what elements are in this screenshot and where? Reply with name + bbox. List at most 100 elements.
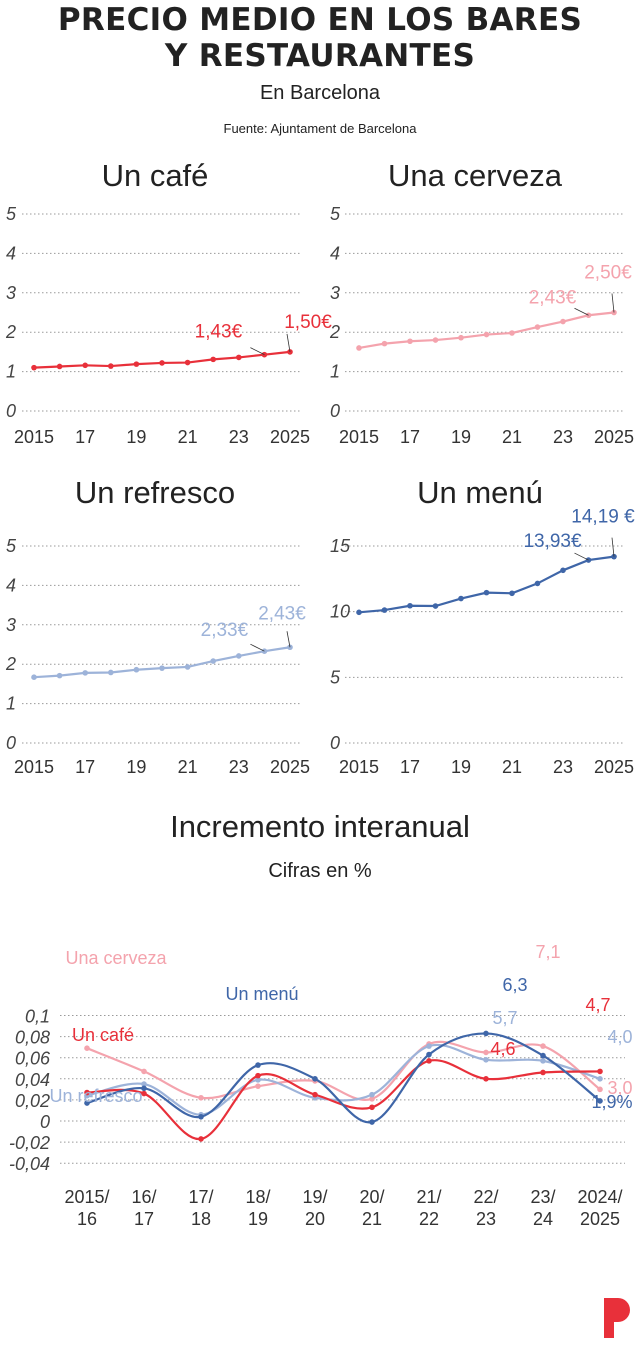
data-point — [141, 1090, 147, 1097]
chart-title: Una cerveza — [388, 158, 563, 193]
x-tick-label: 2025 — [270, 757, 310, 777]
x-tick-label: 21/ — [416, 1187, 441, 1207]
x-tick-label: 16 — [77, 1209, 97, 1229]
data-point — [159, 665, 165, 671]
annotation-leader — [250, 643, 265, 652]
data-point — [261, 648, 268, 654]
data-point — [560, 318, 566, 325]
data-point — [133, 361, 140, 367]
data-point — [210, 356, 216, 363]
data-point — [509, 330, 515, 336]
data-point — [141, 1068, 147, 1075]
x-tick-label: 2024/ — [577, 1187, 622, 1207]
value-label-cerveza: 7,1 — [535, 942, 560, 962]
data-point — [540, 1043, 546, 1049]
x-tick-label: 2015 — [14, 757, 54, 777]
data-point — [184, 359, 191, 366]
title-line-2: Y RESTAURANTES — [164, 38, 476, 74]
x-tick-label: 21 — [502, 757, 522, 777]
data-point — [458, 595, 464, 602]
x-tick-label: 21 — [362, 1209, 382, 1229]
annotation-leader — [574, 307, 589, 316]
data-point — [426, 1043, 432, 1049]
value-label-cafe: 4,7 — [585, 995, 610, 1015]
data-point — [84, 1100, 90, 1106]
x-tick-label: 2015/ — [64, 1187, 109, 1207]
data-point — [133, 666, 140, 673]
y-tick-label: 2 — [5, 654, 16, 674]
data-point — [560, 567, 566, 574]
data-label: 2,50€ — [584, 263, 632, 284]
data-point — [56, 363, 63, 370]
series-label-cafe: Un café — [72, 1025, 134, 1045]
chart-subtitle: Cifras en % — [268, 860, 372, 882]
annotation-leader — [574, 552, 589, 561]
x-tick-label: 23 — [553, 757, 573, 777]
y-tick-label: 10 — [330, 602, 350, 622]
data-label: 2,43€ — [258, 603, 306, 624]
y-tick-label: 1 — [6, 694, 16, 714]
x-tick-label: 19 — [451, 757, 471, 777]
data-label: 1,43€ — [195, 322, 243, 343]
data-label: 14,19 € — [571, 507, 635, 528]
x-tick-label: 19 — [126, 757, 146, 777]
y-tick-label: 0,1 — [25, 1007, 50, 1027]
y-tick-label: 0,06 — [15, 1049, 51, 1069]
y-tick-label: 5 — [330, 667, 341, 687]
data-point — [483, 1076, 489, 1082]
x-tick-label: 18 — [191, 1209, 211, 1229]
data-point — [597, 1068, 603, 1075]
data-point — [483, 1049, 489, 1056]
y-tick-label: 0 — [6, 733, 16, 753]
data-point — [236, 354, 242, 361]
data-point — [159, 360, 165, 366]
data-point — [141, 1081, 147, 1087]
data-point — [141, 1085, 147, 1092]
data-label: 2,33€ — [201, 620, 249, 641]
series-line — [358, 555, 615, 614]
data-point — [108, 669, 114, 676]
data-point — [540, 1052, 546, 1059]
data-point — [312, 1091, 318, 1098]
data-point — [198, 1094, 204, 1101]
data-point — [31, 364, 37, 371]
x-tick-label: 2025 — [594, 427, 634, 447]
value-label-refresco: 4,0 — [607, 1027, 632, 1047]
data-point — [255, 1077, 261, 1083]
data-point — [369, 1104, 375, 1111]
x-tick-label: 21 — [178, 757, 198, 777]
annotation-leader — [286, 333, 291, 352]
title-line-1: PRECIO MEDIO EN LOS BARES — [57, 2, 583, 38]
value-label-menu: 6,3 — [502, 975, 527, 995]
y-tick-label: 4 — [330, 243, 340, 263]
annotation-leader — [611, 293, 615, 313]
data-point — [82, 670, 88, 676]
y-tick-label: 0,04 — [15, 1070, 50, 1090]
y-tick-label: 0,02 — [15, 1091, 50, 1111]
series-line — [358, 311, 615, 350]
x-tick-label: 21 — [502, 427, 522, 447]
value-label-menu: 1,9% — [591, 1092, 632, 1112]
data-point — [84, 1045, 90, 1052]
data-point — [369, 1096, 375, 1102]
x-tick-label: 18/ — [245, 1187, 270, 1207]
data-point — [356, 609, 362, 616]
x-tick-label: 22/ — [473, 1187, 498, 1207]
y-tick-label: 0 — [6, 401, 16, 421]
data-point — [534, 580, 541, 587]
data-point — [82, 362, 88, 369]
data-point — [483, 589, 490, 596]
data-point — [534, 324, 541, 330]
y-tick-label: 0,08 — [15, 1028, 50, 1048]
data-point — [432, 603, 439, 609]
x-tick-label: 24 — [533, 1209, 553, 1229]
series-label-cerveza: Una cerveza — [65, 948, 167, 968]
x-tick-label: 20 — [305, 1209, 325, 1229]
data-point — [198, 1136, 204, 1142]
x-tick-label: 2025 — [270, 427, 310, 447]
data-point — [210, 658, 216, 664]
x-tick-label: 19 — [126, 427, 146, 447]
y-tick-label: 0 — [330, 401, 340, 421]
y-tick-label: 5 — [6, 204, 17, 224]
x-tick-label: 20/ — [359, 1187, 384, 1207]
